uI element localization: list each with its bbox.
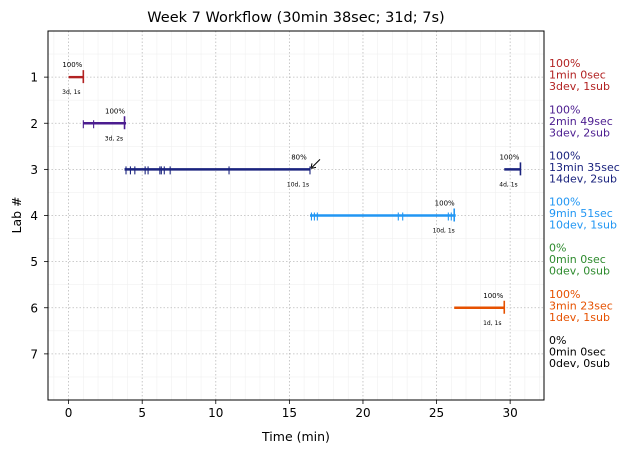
segment-percent-label: 100%: [483, 292, 503, 300]
segment-count-label: 10d, 1s: [433, 228, 455, 235]
segment-count-label: 1d, 1s: [483, 320, 501, 327]
lab-4-summary-line: 10dev, 1sub: [549, 219, 617, 232]
x-tick-label: 10: [208, 406, 223, 420]
lab-5-summary-line: 0min 0sec: [549, 253, 606, 266]
x-tick-label: 15: [282, 406, 297, 420]
x-axis-label: Time (min): [261, 429, 330, 444]
y-tick-label: 7: [30, 347, 38, 361]
axes: 0 5 10 15 20 25 30 1 2 3 4 5 6 7: [30, 71, 517, 420]
lab-2-summary-line: 100%: [549, 103, 580, 116]
y-tick-label: 4: [30, 209, 38, 223]
lab-6-summary-line: 1dev, 1sub: [549, 311, 610, 324]
x-tick-label: 5: [138, 406, 146, 420]
lab-6-summary-line: 3min 23sec: [549, 299, 613, 312]
lab-4-summary-line: 100%: [549, 196, 580, 209]
segment-count-label: 3d, 1s: [62, 89, 80, 96]
lab-3-summary-line: 13min 35sec: [549, 161, 620, 174]
chart-title: Week 7 Workflow (30min 38sec; 31d; 7s): [147, 10, 444, 26]
y-tick-label: 5: [30, 255, 38, 269]
lab-1-summary-line: 3dev, 1sub: [549, 80, 610, 93]
grid: [48, 31, 544, 400]
x-tick-label: 20: [355, 406, 370, 420]
lab-7-summary-line: 0min 0sec: [549, 345, 606, 358]
y-tick-label: 3: [30, 163, 38, 177]
y-tick-label: 2: [30, 117, 38, 131]
annotation-arrow: [310, 159, 321, 169]
y-axis-label: Lab #: [9, 196, 24, 233]
segment-percent-label: 100%: [62, 61, 82, 69]
timeline-bars: 100% 3d, 1s 100% 3d, 2s 80% 10d, 1s 100% 4d, 1s…: [62, 61, 522, 327]
lab-7-summary-line: 0%: [549, 334, 566, 347]
y-tick-label: 6: [30, 301, 38, 315]
segment-percent-label: 80%: [291, 153, 307, 161]
segment-percent-label: 100%: [105, 107, 125, 115]
lab-3-summary-line: 14dev, 2sub: [549, 172, 617, 185]
lab-5-summary-line: 0%: [549, 242, 566, 255]
segment-percent-label: 100%: [499, 153, 519, 161]
lab-1-summary-line: 1min 0sec: [549, 69, 606, 82]
lab-6-summary-line: 100%: [549, 288, 580, 301]
x-tick-label: 0: [65, 406, 73, 420]
lab-2-summary-line: 2min 49sec: [549, 115, 613, 128]
lab-5-summary-line: 0dev, 0sub: [549, 265, 610, 278]
segment-count-label: 10d, 1s: [287, 181, 309, 188]
lab-7-summary-line: 0dev, 0sub: [549, 357, 610, 370]
lab-3-summary-line: 100%: [549, 149, 580, 162]
lab-2-summary-line: 3dev, 2sub: [549, 126, 610, 139]
y-tick-label: 1: [30, 71, 38, 85]
segment-count-label: 3d, 2s: [105, 135, 123, 142]
lab-1-summary-line: 100%: [549, 57, 580, 70]
segment-percent-label: 100%: [435, 200, 455, 208]
lab-4-summary-line: 9min 51sec: [549, 207, 613, 220]
x-tick-label: 30: [503, 406, 518, 420]
segment-count-label: 4d, 1s: [499, 181, 517, 188]
x-tick-label: 25: [429, 406, 444, 420]
